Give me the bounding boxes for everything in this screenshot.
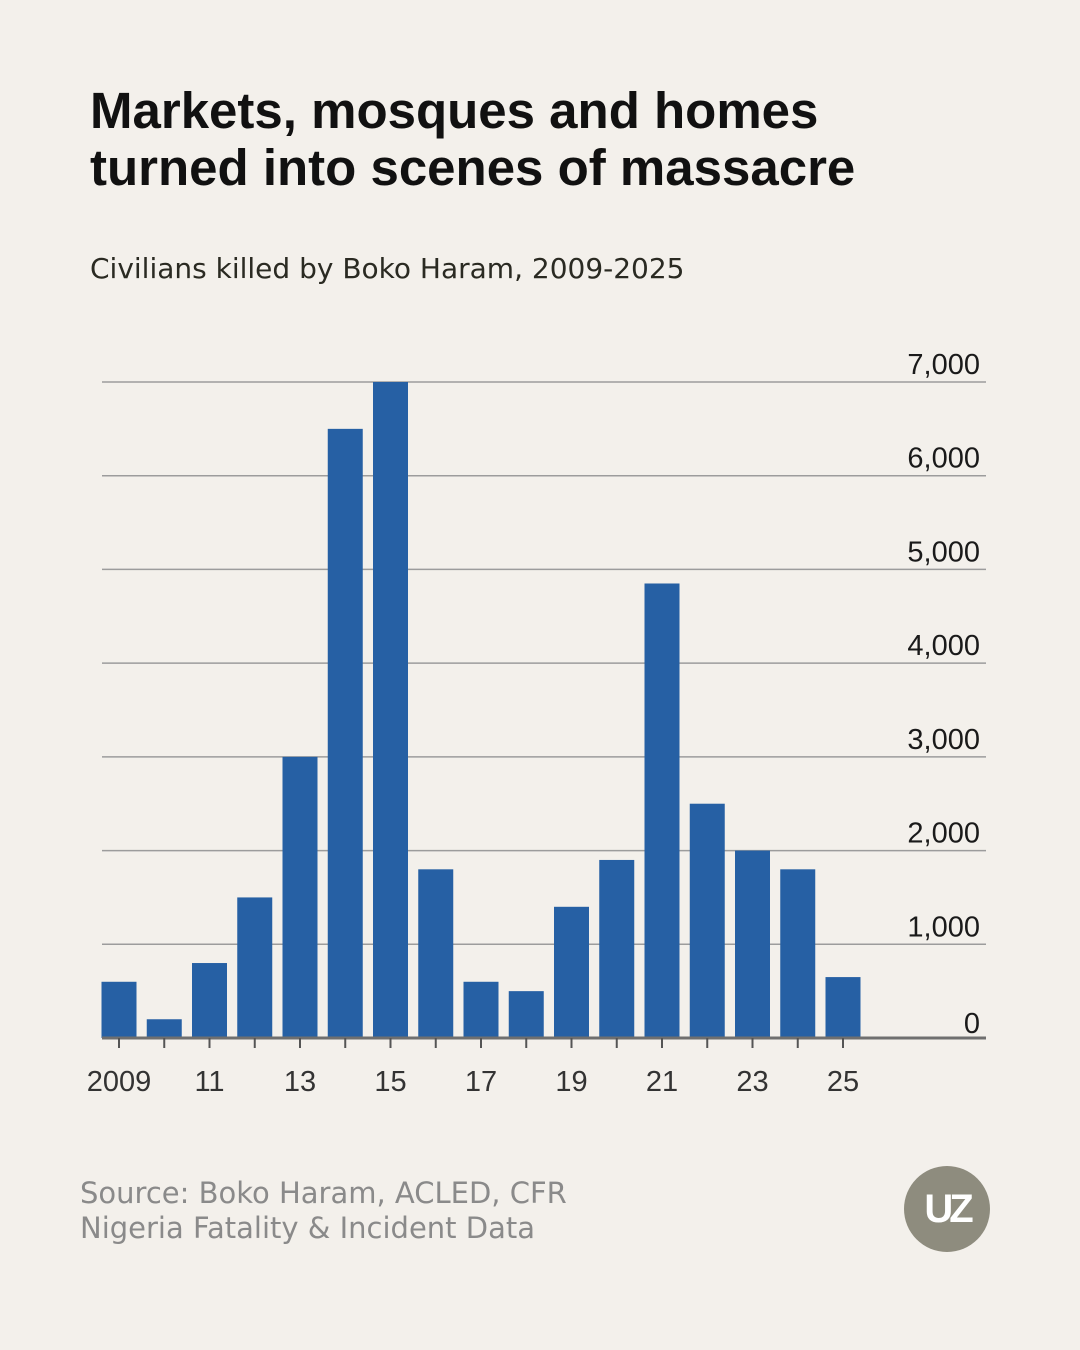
chart-title: Markets, mosques and homes turned into s… [90, 82, 856, 196]
x-tick-label: 25 [827, 1066, 859, 1098]
y-tick-label: 0 [964, 1008, 980, 1040]
brand-logo: UZ [904, 1166, 990, 1252]
bar-2012 [237, 897, 273, 1038]
x-tick-label: 23 [736, 1066, 768, 1098]
x-tick-label: 2009 [87, 1066, 152, 1098]
bar-2021 [644, 583, 680, 1038]
bar-2011 [192, 963, 227, 1038]
bar-2020 [599, 859, 635, 1038]
bar-2016 [418, 869, 454, 1038]
x-tick-label: 11 [194, 1066, 224, 1098]
source-line-1: Source: Boko Haram, ACLED, CFR [80, 1176, 567, 1210]
bar-chart: 0 1,000 2,000 3,000 4,000 5,000 6,000 7,000 2009… [87, 349, 986, 1098]
bar-2025 [825, 977, 861, 1038]
bar-2015 [373, 382, 408, 1038]
source-line-2: Nigeria Fatality & Incident Data [80, 1211, 535, 1245]
bar-2018 [508, 991, 544, 1038]
y-tick-label: 6,000 [907, 443, 980, 475]
y-tick-label: 4,000 [907, 630, 980, 662]
y-tick-label: 3,000 [907, 724, 980, 756]
bar-2017 [463, 981, 499, 1038]
bar-2013 [282, 756, 318, 1038]
x-tick-label: 15 [374, 1066, 406, 1098]
chart-subtitle: Civilians killed by Boko Haram, 2009-202… [90, 252, 685, 285]
source-note: Source: Boko Haram, ACLED, CFR Nigeria F… [80, 1176, 840, 1246]
y-tick-label: 5,000 [907, 536, 980, 568]
y-tick-label: 7,000 [907, 349, 980, 381]
bar-2022 [689, 803, 725, 1038]
bar-2009 [101, 981, 137, 1038]
bar-2023 [735, 850, 770, 1038]
x-tick-label: 21 [646, 1066, 678, 1098]
y-tick-label: 2,000 [907, 818, 980, 850]
y-tick-label: 1,000 [907, 911, 980, 943]
bar-2010 [146, 1019, 182, 1038]
x-tick-label: 19 [555, 1066, 587, 1098]
bar-2019 [554, 906, 589, 1038]
x-tick-label: 17 [465, 1066, 497, 1098]
bar-2014 [327, 428, 363, 1038]
x-tick-label: 13 [284, 1066, 316, 1098]
bar-2024 [780, 869, 816, 1038]
